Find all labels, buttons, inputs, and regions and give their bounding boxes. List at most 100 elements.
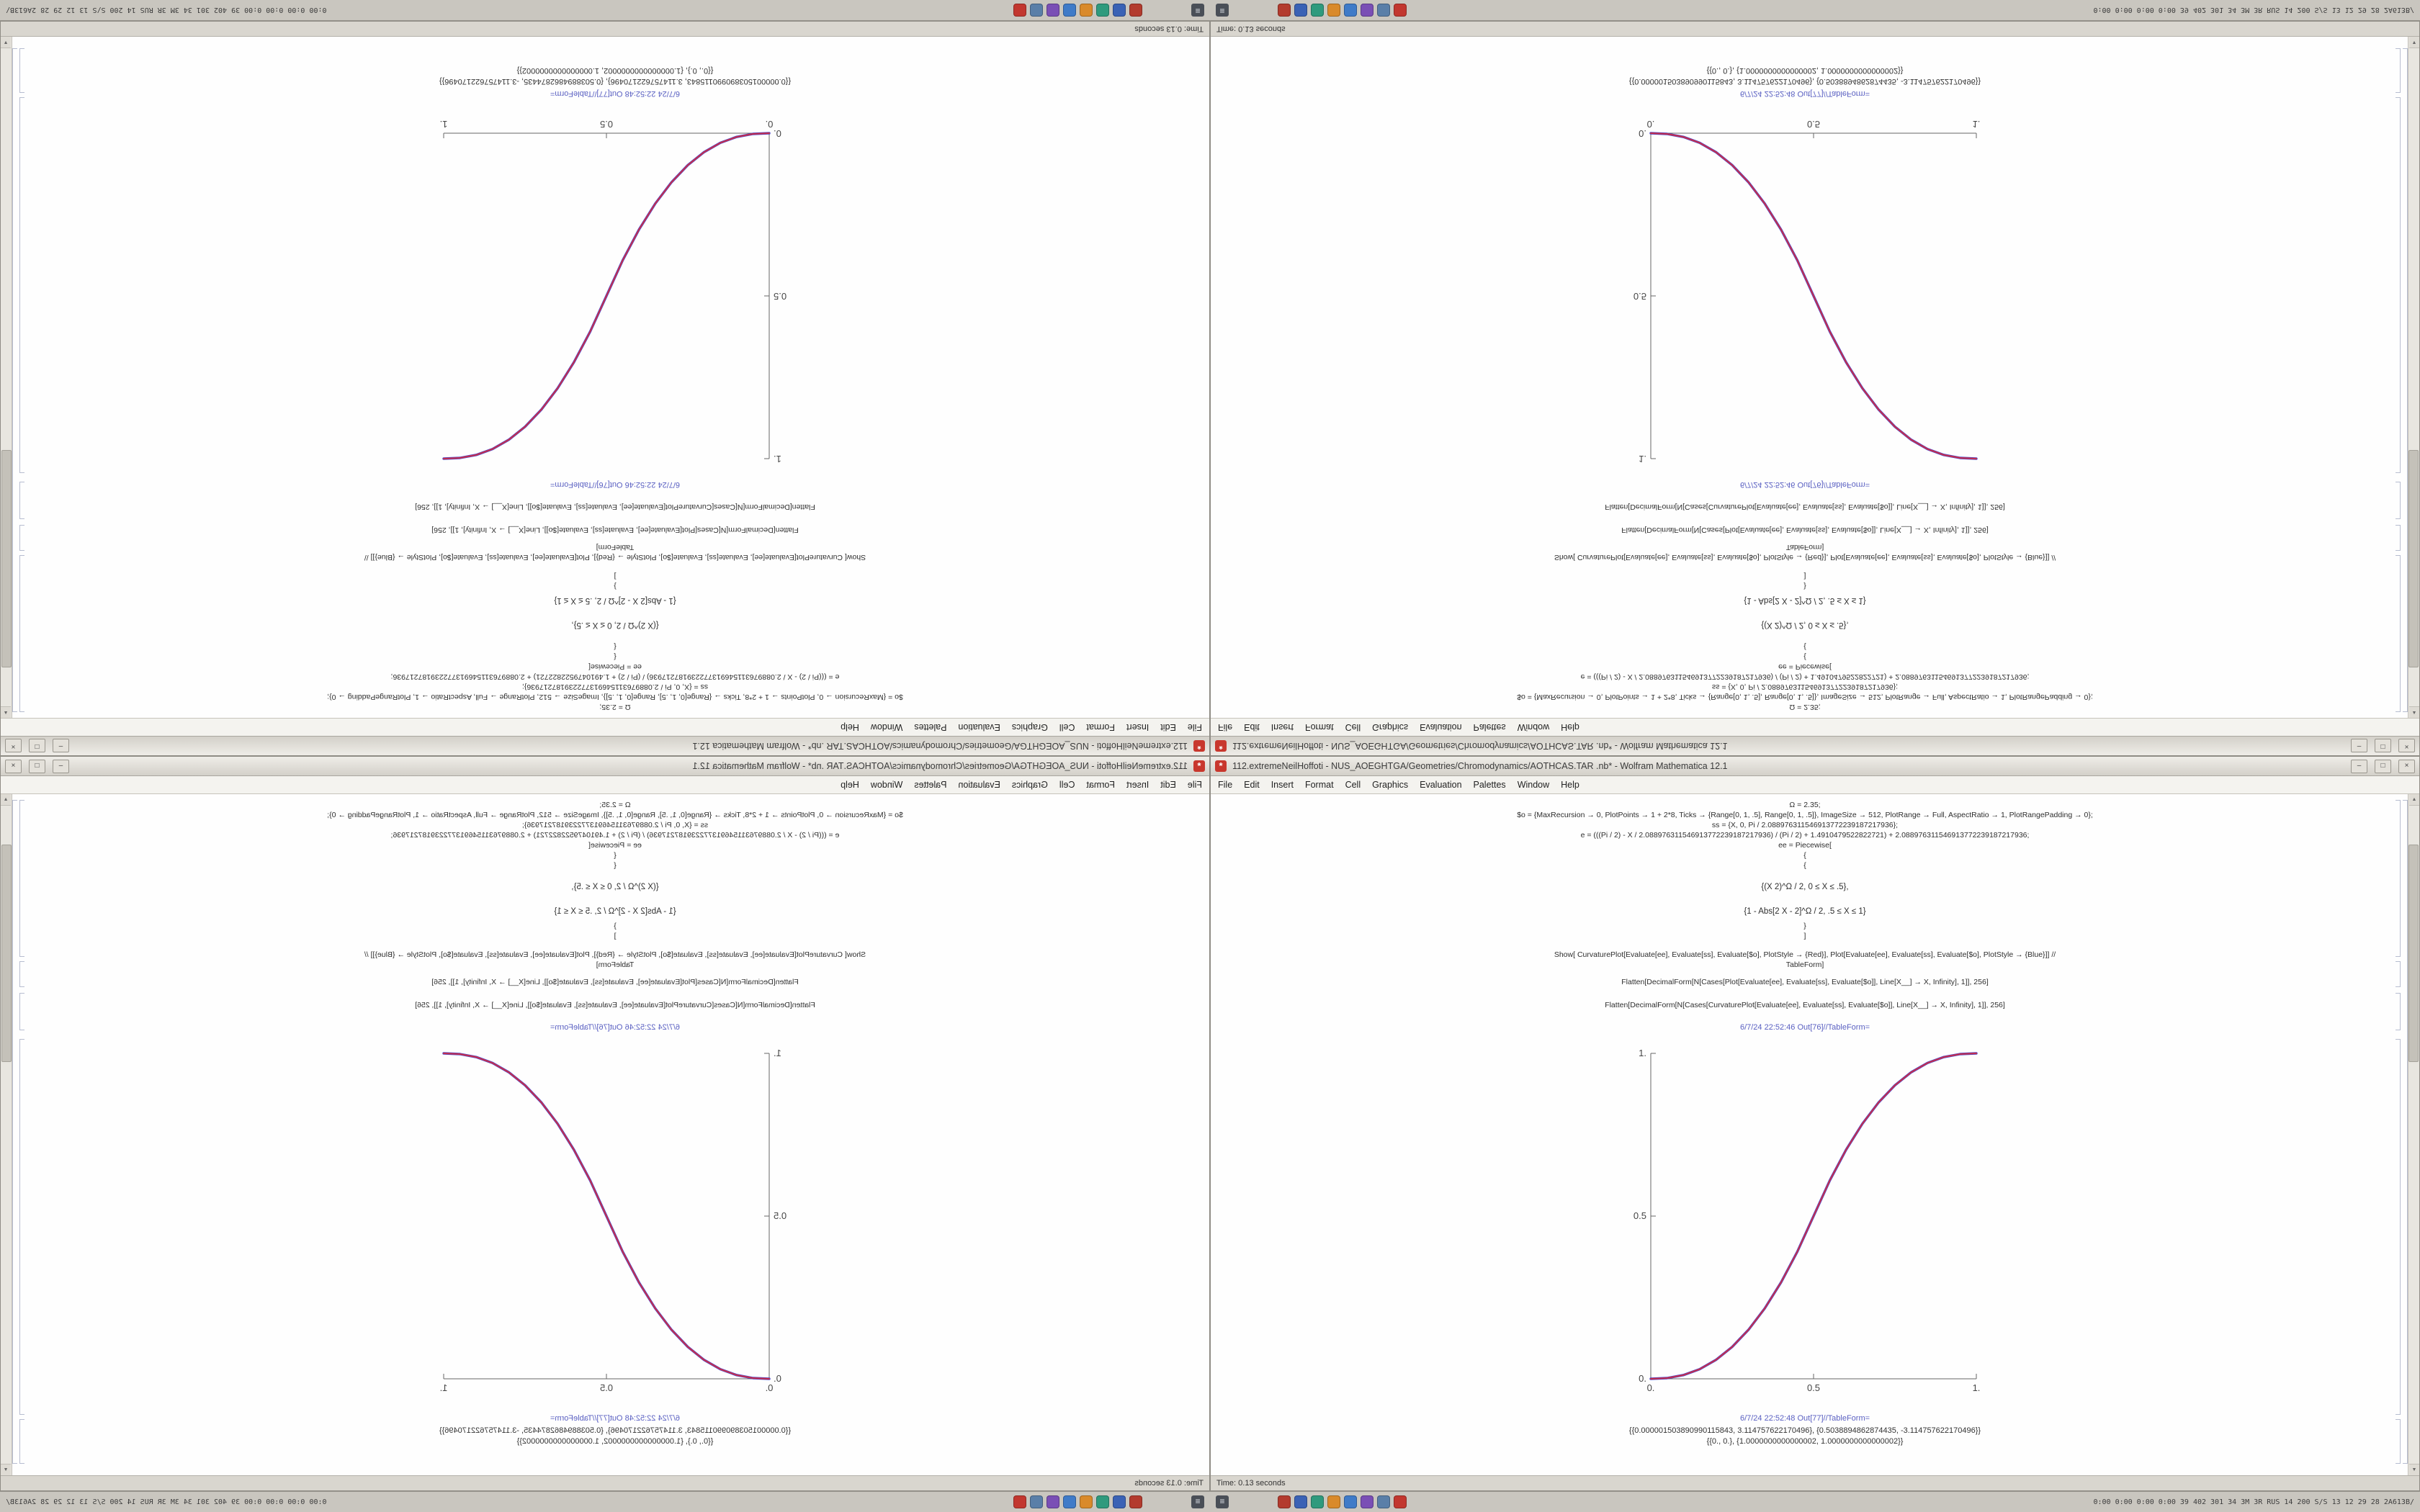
scrollbar-thumb[interactable] xyxy=(2408,450,2419,667)
editor-icon[interactable] xyxy=(1080,4,1093,17)
window-titlebar[interactable]: * 112.extremeNeilHoffoti - NUS_AOEGHTGA/… xyxy=(1211,757,2419,776)
notebook-content[interactable]: Ω = 2.35; $o = {MaxRecursion → 0, PlotPoi… xyxy=(1,794,1209,1475)
taskbar[interactable]: ≡ 0:00 0:00 0:00 0:00 39 402 301 34 3M 3… xyxy=(1210,1491,2420,1512)
menu-item[interactable]: Palettes xyxy=(1473,722,1506,732)
cell-bracket[interactable] xyxy=(2396,48,2401,93)
menu-item[interactable]: Graphics xyxy=(1372,780,1409,790)
notebook-cells[interactable]: Ω = 2.35; $o = {MaxRecursion → 0, PlotPoi… xyxy=(1211,794,2419,1481)
vertical-scrollbar[interactable]: ▲ ▼ xyxy=(2408,37,2419,718)
window-titlebar[interactable]: * 112.extremeNeilHoffoti - NUS_AOEGHTGA/… xyxy=(1,757,1209,776)
minimize-button[interactable]: – xyxy=(2351,739,2367,753)
menu-item[interactable]: Edit xyxy=(1160,722,1176,732)
cell-bracket[interactable] xyxy=(19,48,24,93)
menu-item[interactable]: Evaluation xyxy=(1420,780,1462,790)
menu-item[interactable]: Help xyxy=(1561,722,1579,732)
notebook-cells[interactable]: Ω = 2.35; $o = {MaxRecursion → 0, PlotPoi… xyxy=(1,794,1209,1481)
menu-item[interactable]: Evaluation xyxy=(958,722,1000,732)
input-cell-flatten[interactable]: Flatten[DecimalForm[N[Cases[Plot[Evaluat… xyxy=(32,502,1198,535)
menu-item[interactable]: Help xyxy=(1561,780,1579,790)
start-menu-icon[interactable]: ≡ xyxy=(1216,1495,1229,1508)
menu-item[interactable]: Palettes xyxy=(1473,780,1506,790)
cell-group-bracket[interactable] xyxy=(12,48,17,712)
scroll-down-icon[interactable]: ▼ xyxy=(1,37,11,48)
input-cell-definitions[interactable]: Ω = 2.35; $o = {MaxRecursion → 0, PlotPoi… xyxy=(32,571,1198,712)
media-icon[interactable] xyxy=(1361,4,1373,17)
scroll-up-icon[interactable]: ▲ xyxy=(1,794,11,806)
menu-item[interactable]: Evaluation xyxy=(1420,722,1462,732)
mathematica-icon[interactable] xyxy=(1394,4,1407,17)
editor-icon[interactable] xyxy=(1327,4,1340,17)
scroll-down-icon[interactable]: ▼ xyxy=(1,1464,11,1475)
menu-item[interactable]: Format xyxy=(1304,780,1334,790)
cell-bracket[interactable] xyxy=(2396,800,2401,957)
browser-icon[interactable] xyxy=(1113,4,1126,17)
input-cell-show[interactable]: Show[ CurvaturePlot[Evaluate[ee], Evalua… xyxy=(1222,950,2388,970)
settings-icon[interactable] xyxy=(1030,4,1043,17)
notebook-content[interactable]: Ω = 2.35; $o = {MaxRecursion → 0, PlotPoi… xyxy=(1211,794,2419,1475)
menu-item[interactable]: Help xyxy=(841,780,859,790)
cell-bracket[interactable] xyxy=(19,1419,24,1464)
menu-item[interactable]: Palettes xyxy=(914,722,947,732)
input-cell-flatten[interactable]: Flatten[DecimalForm[N[Cases[Plot[Evaluat… xyxy=(1222,977,2388,1010)
mathematica-icon[interactable] xyxy=(1013,4,1026,17)
menu-item[interactable]: File xyxy=(1187,780,1202,790)
cell-bracket[interactable] xyxy=(19,555,24,712)
scroll-up-icon[interactable]: ▲ xyxy=(2409,706,2419,718)
input-cell-flatten[interactable]: Flatten[DecimalForm[N[Cases[Plot[Evaluat… xyxy=(1222,502,2388,535)
cell-bracket[interactable] xyxy=(2396,1039,2401,1415)
menu-item[interactable]: Cell xyxy=(1345,722,1361,732)
menu-item[interactable]: Window xyxy=(1517,780,1550,790)
window-titlebar[interactable]: * 112.extremeNeilHoffoti - NUS_AOEGHTGA/… xyxy=(1,736,1209,755)
minimize-button[interactable]: – xyxy=(2351,759,2367,773)
input-cell-definitions[interactable]: Ω = 2.35; $o = {MaxRecursion → 0, PlotPoi… xyxy=(1222,571,2388,712)
input-cell-show[interactable]: Show[ CurvaturePlot[Evaluate[ee], Evalua… xyxy=(32,542,1198,562)
notebook-cells[interactable]: Ω = 2.35; $o = {MaxRecursion → 0, PlotPoi… xyxy=(1211,31,2419,718)
browser-icon[interactable] xyxy=(1294,4,1307,17)
notebook-content[interactable]: Ω = 2.35; $o = {MaxRecursion → 0, PlotPoi… xyxy=(1,37,1209,718)
menu-item[interactable]: Cell xyxy=(1059,780,1075,790)
menu-item[interactable]: Insert xyxy=(1126,722,1150,732)
scrollbar-thumb[interactable] xyxy=(1,845,12,1062)
menu-item[interactable]: Graphics xyxy=(1372,722,1409,732)
menu-item[interactable]: Window xyxy=(870,780,903,790)
menu-item[interactable]: Palettes xyxy=(914,780,947,790)
cell-bracket[interactable] xyxy=(2396,97,2401,473)
cell-group-bracket[interactable] xyxy=(2403,48,2408,712)
maximize-button[interactable]: □ xyxy=(29,759,45,773)
window-titlebar[interactable]: * 112.extremeNeilHoffoti - NUS_AOEGHTGA/… xyxy=(1211,736,2419,755)
cell-bracket[interactable] xyxy=(2396,525,2401,551)
browser-icon[interactable] xyxy=(1294,1495,1307,1508)
settings-icon[interactable] xyxy=(1377,1495,1390,1508)
cell-group-bracket[interactable] xyxy=(12,800,17,1464)
menu-item[interactable]: Insert xyxy=(1270,722,1294,732)
vertical-scrollbar[interactable]: ▲ ▼ xyxy=(1,37,12,718)
cell-bracket[interactable] xyxy=(19,482,24,519)
menu-item[interactable]: Evaluation xyxy=(958,780,1000,790)
mail-icon[interactable] xyxy=(1063,4,1076,17)
scroll-down-icon[interactable]: ▼ xyxy=(2409,37,2419,48)
menu-item[interactable]: File xyxy=(1218,722,1233,732)
menu-item[interactable]: Edit xyxy=(1160,780,1176,790)
close-button[interactable]: × xyxy=(5,759,22,773)
scrollbar-thumb[interactable] xyxy=(2408,845,2419,1062)
menu-item[interactable]: Window xyxy=(1517,722,1550,732)
input-cell-show[interactable]: Show[ CurvaturePlot[Evaluate[ee], Evalua… xyxy=(32,950,1198,970)
menu-item[interactable]: Graphics xyxy=(1011,780,1048,790)
cell-bracket[interactable] xyxy=(2396,555,2401,712)
cell-bracket[interactable] xyxy=(2396,482,2401,519)
cell-bracket[interactable] xyxy=(2396,961,2401,987)
taskbar[interactable]: ≡ 0:00 0:00 0:00 0:00 39 402 301 34 3M 3… xyxy=(0,1491,1210,1512)
cell-group-bracket[interactable] xyxy=(2403,800,2408,1464)
terminal-icon[interactable] xyxy=(1278,4,1291,17)
start-menu-icon[interactable]: ≡ xyxy=(1216,4,1229,17)
media-icon[interactable] xyxy=(1047,1495,1059,1508)
cell-bracket[interactable] xyxy=(19,1039,24,1415)
taskbar[interactable]: ≡ 0:00 0:00 0:00 0:00 39 402 301 34 3M 3… xyxy=(0,0,1210,21)
menu-item[interactable]: Insert xyxy=(1126,780,1150,790)
taskbar[interactable]: ≡ 0:00 0:00 0:00 0:00 39 402 301 34 3M 3… xyxy=(1210,0,2420,21)
cell-bracket[interactable] xyxy=(2396,993,2401,1030)
mail-icon[interactable] xyxy=(1063,1495,1076,1508)
start-menu-icon[interactable]: ≡ xyxy=(1191,4,1204,17)
cell-bracket[interactable] xyxy=(2396,1419,2401,1464)
menu-item[interactable]: Help xyxy=(841,722,859,732)
